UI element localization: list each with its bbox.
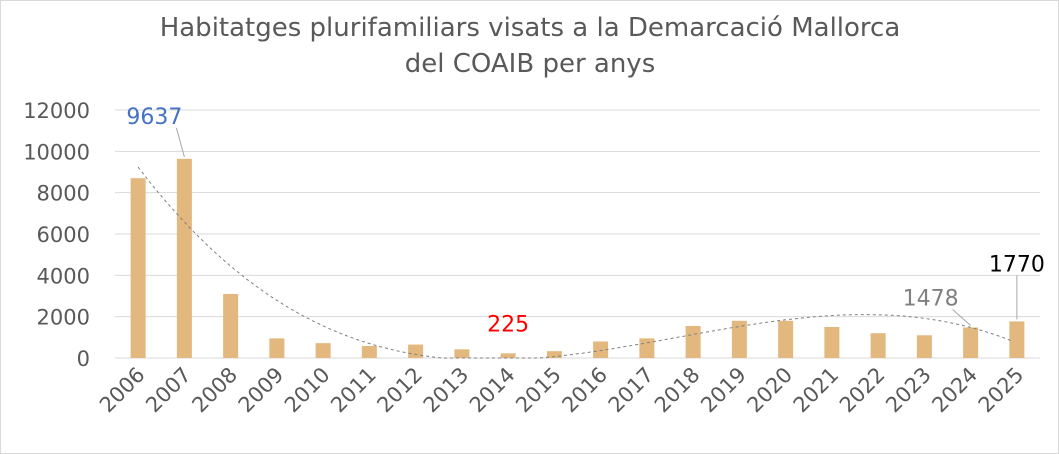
x-tick-label: 2017 (604, 363, 659, 418)
chart-title-line-2: del COAIB per anys (404, 49, 656, 79)
bar (454, 349, 470, 358)
chart-title-line-1: Habitatges plurifamiliars visats a la De… (159, 13, 901, 43)
label-leader-line (175, 127, 185, 157)
x-tick-label: 2019 (696, 363, 751, 418)
chart-title: Habitatges plurifamiliars visats a la De… (80, 10, 980, 82)
bar (824, 327, 840, 358)
y-tick-label: 2000 (37, 306, 90, 330)
data-label: 9637 (126, 105, 182, 130)
data-label: 225 (487, 312, 529, 337)
bar (176, 158, 192, 358)
x-tick-label: 2013 (419, 363, 474, 418)
x-axis: 2006200720082009201020112012201320142015… (95, 363, 1029, 418)
x-tick-label: 2015 (511, 363, 566, 418)
x-tick-label: 2016 (557, 363, 612, 418)
bar (223, 293, 239, 358)
x-tick-label: 2011 (326, 363, 381, 418)
bar (1009, 321, 1025, 358)
x-tick-label: 2014 (465, 363, 520, 418)
bar (361, 346, 377, 358)
y-tick-label: 12000 (23, 99, 90, 123)
trendline (137, 166, 1013, 359)
x-tick-label: 2010 (280, 363, 335, 418)
bar (778, 320, 794, 358)
x-tick-label: 2020 (742, 363, 797, 418)
data-label: 1770 (989, 252, 1045, 277)
gridlines (115, 109, 1040, 318)
bar (593, 341, 609, 358)
bar (315, 343, 331, 358)
x-tick-label: 2006 (95, 363, 150, 418)
bar (685, 325, 701, 358)
bar (639, 338, 655, 358)
y-tick-label: 8000 (37, 182, 90, 206)
trendline-path (137, 166, 1013, 359)
data-label: 1478 (903, 286, 959, 311)
y-tick-label: 4000 (37, 264, 90, 288)
y-axis: 0 2000 4000 6000 8000 10000 12000 (23, 99, 1040, 371)
data-labels: 9637 225 1478 1770 (126, 105, 1045, 338)
x-tick-label: 2009 (234, 363, 289, 418)
x-tick-label: 2021 (789, 363, 844, 418)
bar (500, 353, 516, 358)
bar (269, 338, 285, 358)
bar (546, 351, 562, 358)
x-tick-label: 2018 (650, 363, 705, 418)
bar (916, 335, 932, 358)
x-tick-label: 2012 (372, 363, 427, 418)
x-tick-label: 2008 (187, 363, 242, 418)
x-tick-label: 2022 (835, 363, 890, 418)
y-tick-label: 6000 (37, 223, 90, 247)
bar (130, 178, 146, 358)
y-tick-label: 0 (77, 347, 90, 371)
bar (963, 327, 979, 358)
x-tick-label: 2024 (927, 363, 982, 418)
x-tick-label: 2025 (974, 363, 1029, 418)
y-tick-label: 10000 (23, 140, 90, 164)
bar-series (130, 158, 1025, 358)
x-tick-label: 2023 (881, 363, 936, 418)
bar (731, 320, 747, 358)
bar (870, 333, 886, 358)
x-tick-label: 2007 (141, 363, 196, 418)
bar (408, 344, 424, 358)
label-leader-line (952, 309, 971, 326)
